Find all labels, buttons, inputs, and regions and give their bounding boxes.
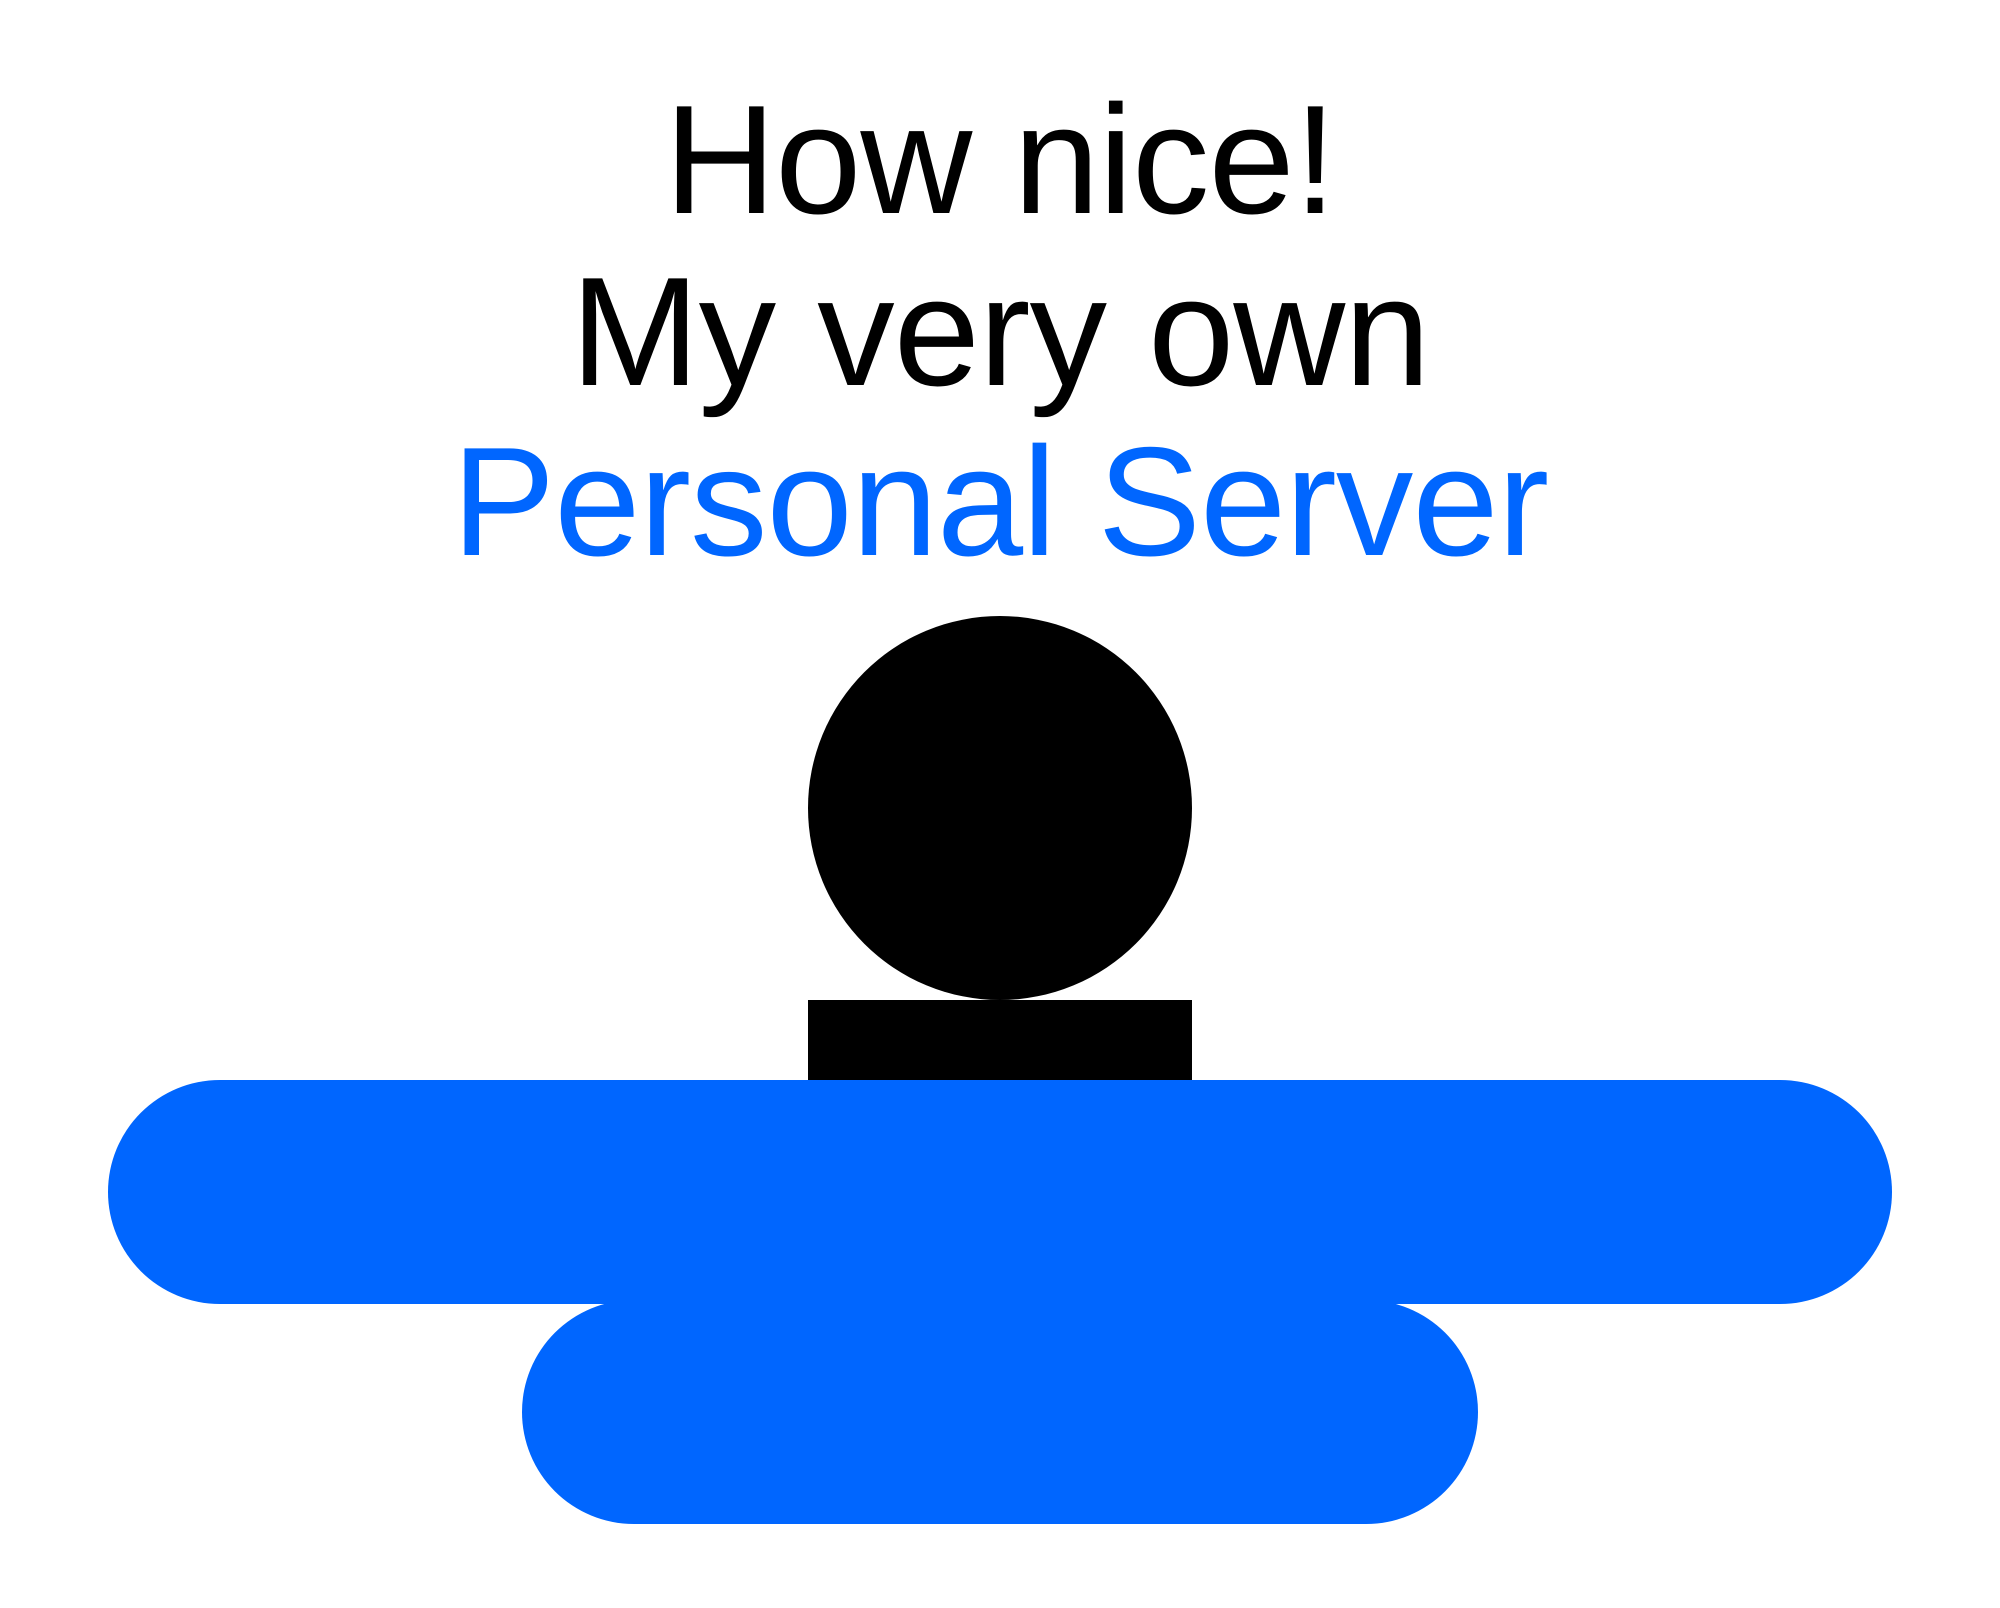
head-circle <box>808 616 1192 1000</box>
headline-line-1: How nice! <box>664 73 1337 246</box>
server-unit-bottom <box>522 1300 1478 1524</box>
server-unit-top <box>108 1080 1892 1304</box>
neck-block <box>808 1000 1192 1084</box>
headline-accent-line: Personal Server <box>451 415 1549 588</box>
headline-line-2: My very own <box>570 245 1431 418</box>
